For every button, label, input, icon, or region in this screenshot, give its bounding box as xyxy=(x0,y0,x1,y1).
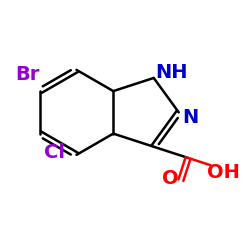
Text: NH: NH xyxy=(155,63,188,82)
Text: O: O xyxy=(162,168,178,188)
Text: Cl: Cl xyxy=(44,143,65,162)
Text: N: N xyxy=(182,108,199,127)
Text: Br: Br xyxy=(16,66,40,84)
Text: OH: OH xyxy=(207,163,240,182)
